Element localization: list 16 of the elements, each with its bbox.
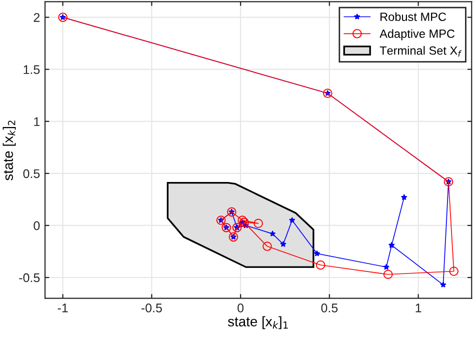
x-tick-label: 0.5 bbox=[321, 304, 338, 312]
x-tick-label: 0 bbox=[238, 304, 244, 312]
y-tick-label: 0 bbox=[34, 221, 40, 230]
y-tick-label: -0.5 bbox=[19, 273, 40, 282]
legend-label: Robust MPC bbox=[380, 12, 446, 21]
y-tick-label: 2 bbox=[34, 13, 40, 22]
legend-label: Adaptive MPC bbox=[380, 29, 455, 40]
x-tick-label: -0.5 bbox=[141, 304, 162, 312]
y-tick-label: 1.5 bbox=[24, 65, 40, 74]
y-tick-label: 0.5 bbox=[23, 169, 40, 178]
legend-label: Terminal Set X$_{f}$ bbox=[380, 46, 462, 57]
x-axis-title: state [x$_{k}$]$_{1}$ bbox=[228, 316, 288, 330]
y-tick-label: 1 bbox=[34, 117, 40, 126]
x-tick-label: 1 bbox=[416, 304, 422, 312]
y-axis-title: state [x$_{k}$]$_{2}$ bbox=[2, 120, 16, 180]
x-tick-label: -1 bbox=[58, 304, 68, 312]
